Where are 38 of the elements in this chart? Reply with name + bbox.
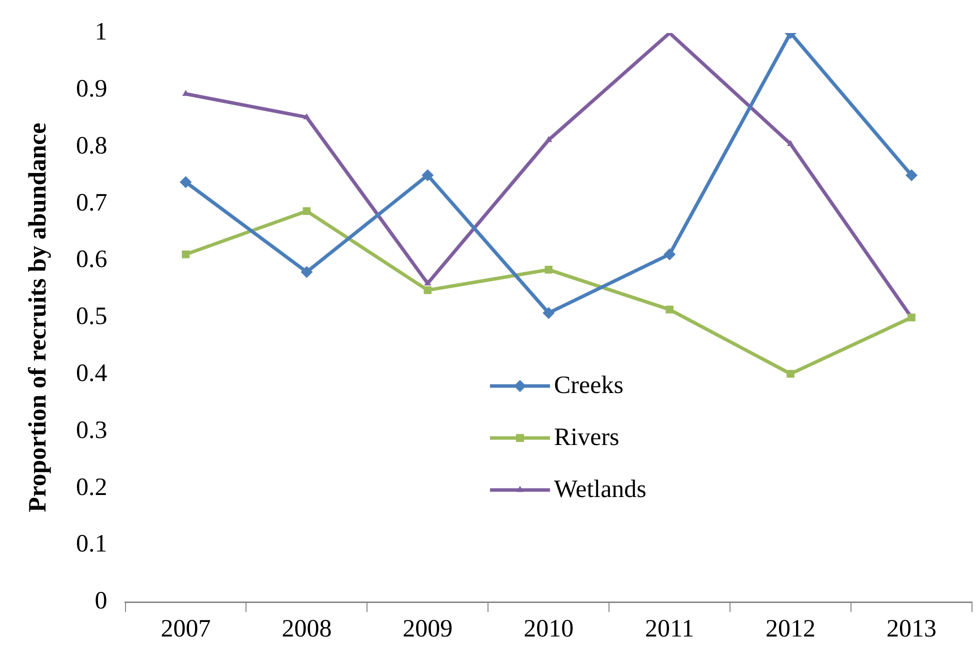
y-tick-label: 0.2 [76,474,108,501]
point [786,370,794,378]
point [303,113,310,120]
point [180,176,192,188]
x-tick-label: 2007 [160,616,211,643]
point [545,136,552,142]
x-tick-label: 2012 [766,616,816,643]
point [182,250,190,258]
x-tick-label: 2009 [402,616,453,643]
y-tick-label: 0.8 [76,132,108,160]
legend-label: Wetlands [554,476,646,504]
legend-label: Rivers [554,424,620,452]
y-tick-label: 0.1 [76,530,108,558]
y-tick-label: 0.3 [76,416,108,444]
y-tick-label: 0 [94,588,108,615]
x-tick-label: 2010 [524,616,574,643]
point [787,140,794,146]
legend-label: Creeks [554,372,624,400]
point [422,169,434,182]
y-tick-label: 0.4 [76,360,108,387]
point [664,248,676,260]
y-axis-title: Proportion of recruits by abundance [24,122,52,512]
point [424,279,432,286]
y-tick-label: 0.7 [76,189,108,216]
x-tick-label: 2011 [645,616,694,643]
y-tick-label: 0.5 [76,303,108,330]
y-tick-label: 0.9 [76,75,108,102]
point [544,266,553,274]
y-tick-label: 0.6 [76,246,108,274]
point [666,306,674,314]
point [906,169,918,182]
point [542,306,555,319]
point [300,266,313,278]
y-tick-label: 1 [94,18,108,46]
point [302,207,311,215]
point [424,286,432,294]
x-tick-label: 2013 [886,616,937,643]
x-tick-label: 2008 [282,616,332,643]
